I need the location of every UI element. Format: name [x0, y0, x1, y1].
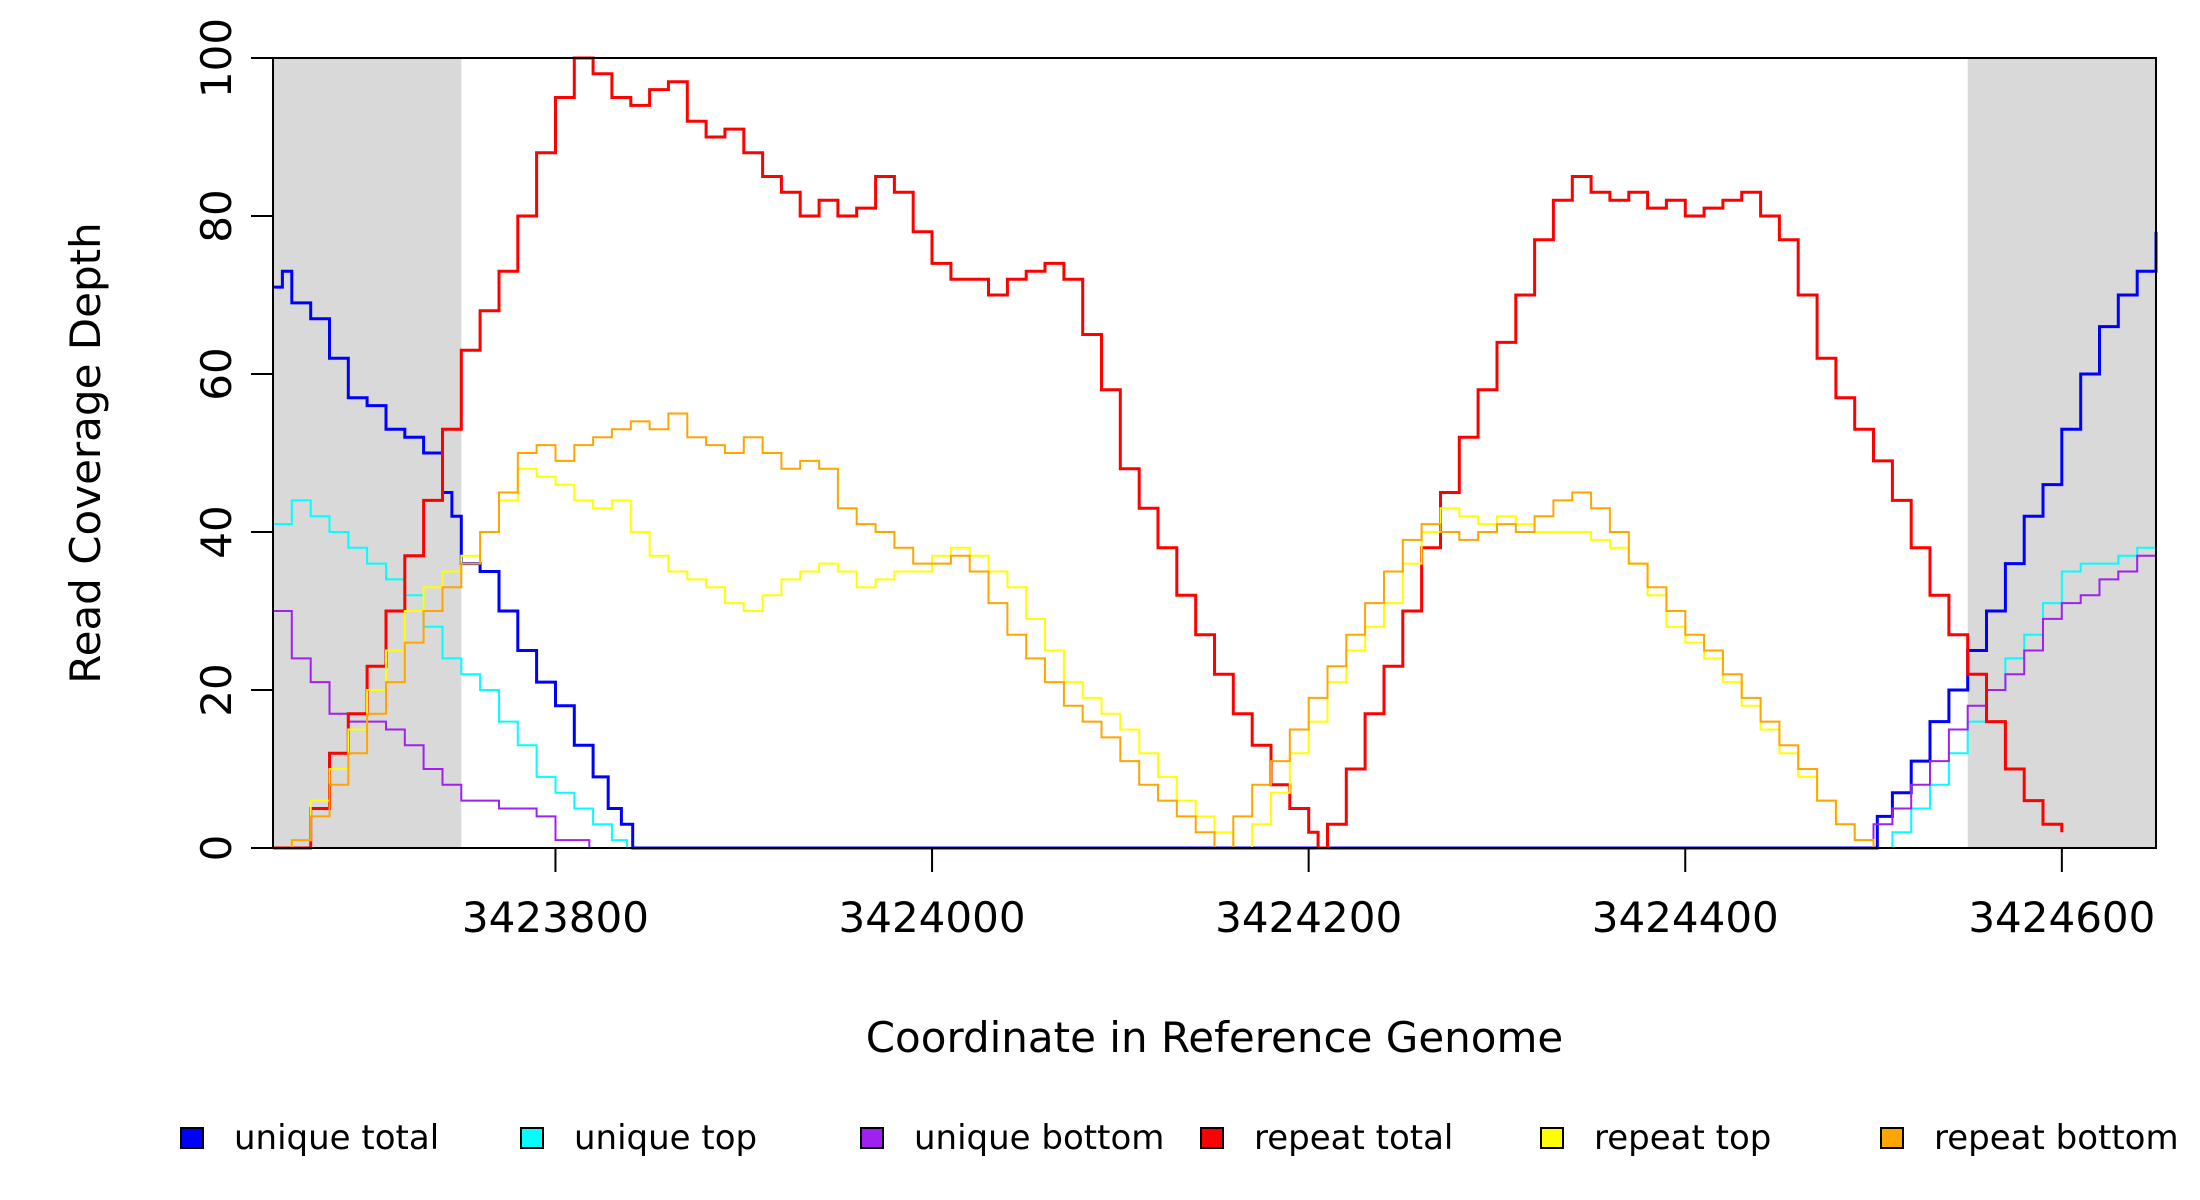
- plot-frame: [272, 57, 2157, 849]
- legend-item: repeat bottom: [1880, 1108, 2179, 1168]
- y-tick-label: 40: [192, 505, 241, 558]
- x-axis-label: Coordinate in Reference Genome: [866, 1013, 1564, 1062]
- legend-item: unique total: [180, 1108, 439, 1168]
- series-lines: [273, 56, 2158, 850]
- series-line-repeat-bottom: [273, 412, 1875, 849]
- y-tick-label: 20: [192, 663, 241, 716]
- y-tick-label: 60: [192, 347, 241, 400]
- legend-label: repeat total: [1254, 1118, 1454, 1158]
- legend-item: repeat total: [1200, 1108, 1453, 1168]
- legend: unique total unique top unique bottom repea…: [0, 1108, 2200, 1168]
- legend-swatch: [1540, 1127, 1564, 1149]
- x-tick-label: 3424200: [1215, 893, 1402, 942]
- legend-swatch: [1200, 1127, 1224, 1149]
- legend-label: repeat bottom: [1934, 1118, 2179, 1158]
- y-axis-label: Read Coverage Depth: [61, 222, 110, 683]
- legend-item: unique bottom: [860, 1108, 1164, 1168]
- legend-swatch: [520, 1127, 544, 1149]
- legend-label: unique total: [234, 1118, 440, 1158]
- legend-swatch: [180, 1127, 204, 1149]
- series-line-repeat-total: [273, 56, 2064, 850]
- series-line-unique-total: [273, 231, 2158, 850]
- legend-swatch: [1880, 1127, 1904, 1149]
- coverage-chart: 0 20 40 60 80 100 3423800 3424000 3424200 3424400…: [61, 18, 2158, 1062]
- x-tick-label: 3424400: [1592, 893, 1779, 942]
- y-tick-label: 80: [192, 189, 241, 242]
- x-tick-label: 3423800: [462, 893, 649, 942]
- series-line-unique-top: [273, 499, 2157, 849]
- x-tick-label: 3424600: [1968, 893, 2155, 942]
- legend-swatch: [860, 1127, 884, 1149]
- series-line-repeat-top: [273, 467, 1875, 849]
- legend-label: repeat top: [1594, 1118, 1772, 1158]
- legend-item: repeat top: [1540, 1108, 1771, 1168]
- legend-item: unique top: [520, 1108, 757, 1168]
- legend-label: unique bottom: [914, 1118, 1165, 1158]
- y-tick-label: 0: [192, 835, 241, 862]
- x-tick-label: 3424000: [839, 893, 1026, 942]
- legend-label: unique top: [574, 1118, 758, 1158]
- axes: 0 20 40 60 80 100 3423800 3424000 3424200 3424400…: [192, 18, 2155, 942]
- y-tick-label: 100: [192, 18, 241, 98]
